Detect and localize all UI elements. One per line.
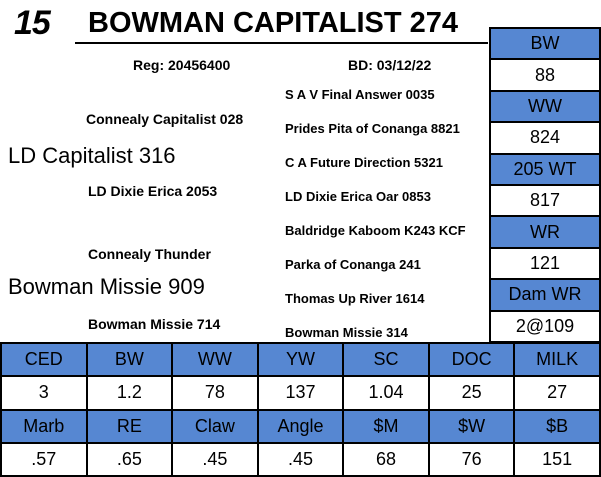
epd-header-re: RE [85,408,174,444]
epd-header-doc: DOC [427,341,516,378]
epd-value-ced: 3 [0,375,88,411]
epd-value-doc: 25 [427,375,516,411]
lot-number: 15 [14,4,51,42]
epd-header-row-1: CED BW WW YW SC DOC MILK [0,341,601,378]
epd-header-yw: YW [256,341,345,378]
epd-value-row-1: 3 1.2 78 137 1.04 25 27 [0,375,601,411]
stat-value-205wt: 817 [489,183,601,218]
epd-header-angle: Angle [256,408,345,444]
epd-value-bw: 1.2 [85,375,174,411]
epd-header-ww: WW [171,341,259,378]
pedigree-dam: Bowman Missie 909 [8,274,205,299]
epd-value-re: .65 [85,441,174,477]
epd-header-row-2: Marb RE Claw Angle $M $W $B [0,408,601,444]
pedigree-gen3-3: C A Future Direction 5321 [285,155,443,170]
pedigree-gen3-7: Thomas Up River 1614 [285,291,425,306]
animal-title: BOWMAN CAPITALIST 274 [88,7,459,39]
stat-value-bw: 88 [489,58,601,92]
stat-label-205wt: 205 WT [489,152,601,186]
pedigree-gen3-4: LD Dixie Erica Oar 0853 [285,189,431,204]
stat-value-ww: 824 [489,121,601,155]
epd-table: CED BW WW YW SC DOC MILK 3 1.2 78 137 1.… [0,341,601,477]
pedigree-dam-dam: Bowman Missie 714 [88,316,221,332]
pedigree-sire-dam: LD Dixie Erica 2053 [88,183,218,199]
pedigree-gen3-6: Parka of Conanga 241 [285,257,421,272]
weight-stats-table: BW 88 WW 824 205 WT 817 WR 121 Dam WR 2@… [489,26,601,344]
epd-value-row-2: .57 .65 .45 .45 68 76 151 [0,441,601,477]
epd-value-dollar-m: 68 [342,441,430,477]
stat-label-bw: BW [489,26,601,61]
epd-value-angle: .45 [256,441,345,477]
epd-value-claw: .45 [171,441,259,477]
pedigree-gen3-8: Bowman Missie 314 [285,325,408,340]
birth-date: BD: 03/12/22 [348,57,432,73]
epd-header-dollar-m: $M [342,408,430,444]
epd-header-dollar-b: $B [513,408,601,444]
pedigree-gen3-1: S A V Final Answer 0035 [285,87,435,102]
epd-value-sc: 1.04 [342,375,430,411]
epd-value-milk: 27 [513,375,601,411]
pedigree-dam-sire: Connealy Thunder [88,246,211,262]
pedigree-gen3-5: Baldridge Kaboom K243 KCF [285,223,466,238]
epd-value-dollar-b: 151 [513,441,601,477]
registration-number: Reg: 20456400 [133,57,231,73]
stat-label-wr: WR [489,215,601,249]
pedigree-gen3-2: Prides Pita of Conanga 8821 [285,121,460,136]
title-underline [75,42,488,44]
epd-header-marb: Marb [0,408,88,444]
stat-label-damwr: Dam WR [489,278,601,312]
epd-header-dollar-w: $W [427,408,516,444]
stat-label-ww: WW [489,89,601,124]
epd-header-sc: SC [342,341,430,378]
pedigree-sire-sire: Connealy Capitalist 028 [86,111,244,127]
epd-header-ced: CED [0,341,88,378]
epd-header-bw: BW [85,341,174,378]
pedigree-sire: LD Capitalist 316 [8,143,176,168]
stat-value-wr: 121 [489,246,601,281]
epd-value-ww: 78 [171,375,259,411]
epd-header-claw: Claw [171,408,259,444]
epd-value-dollar-w: 76 [427,441,516,477]
epd-value-marb: .57 [0,441,88,477]
epd-header-milk: MILK [513,341,601,378]
epd-value-yw: 137 [256,375,345,411]
stat-value-damwr: 2@109 [489,309,601,344]
